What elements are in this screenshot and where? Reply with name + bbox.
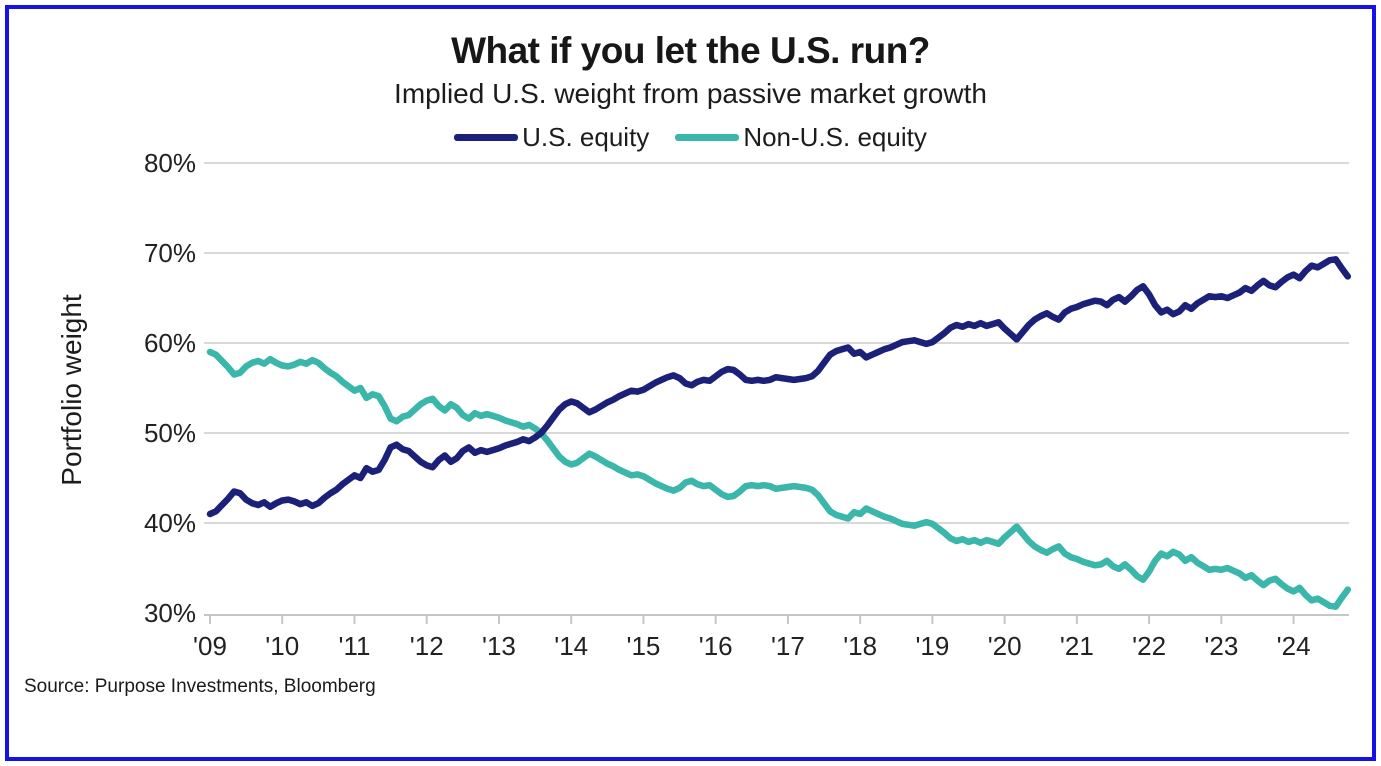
non-us-equity-line-swatch <box>675 134 740 141</box>
x-tick-label: '11 <box>338 631 370 661</box>
x-tick-label: '22 <box>1132 631 1166 661</box>
x-tick-label: '18 <box>843 631 877 661</box>
y-tick-label: 50% <box>144 418 196 448</box>
x-tick-label: '09 <box>193 631 227 661</box>
x-tick-label: '14 <box>554 631 588 661</box>
x-tick-label: '19 <box>915 631 949 661</box>
y-tick-label: 40% <box>144 508 196 538</box>
chart-subtitle: Implied U.S. weight from passive market … <box>394 78 987 109</box>
non-us-equity-line <box>206 348 1352 610</box>
legend-label-us-equity: U.S. equity <box>522 122 650 152</box>
y-axis-title: Portfolio weight <box>56 294 87 486</box>
y-tick-label: 70% <box>144 238 196 268</box>
x-tick-label: '23 <box>1204 631 1238 661</box>
y-tick-label: 30% <box>144 598 196 628</box>
us-equity-line <box>206 256 1352 518</box>
x-tick-label: '10 <box>265 631 299 661</box>
x-tick-label: '16 <box>699 631 733 661</box>
legend-item-us-equity: U.S. equity <box>454 122 649 153</box>
chart-legend: U.S. equity Non-U.S. equity <box>0 122 1381 153</box>
source-note: Source: Purpose Investments, Bloomberg <box>24 676 376 697</box>
legend-item-non-us-equity: Non-U.S. equity <box>675 122 927 153</box>
x-tick-label: '12 <box>410 631 444 661</box>
x-tick-label: '13 <box>482 631 516 661</box>
x-tick-label: '17 <box>771 631 805 661</box>
x-tick-label: '15 <box>626 631 660 661</box>
y-tick-label: 80% <box>144 148 196 178</box>
us-equity-line-swatch <box>454 134 519 141</box>
y-tick-label: 60% <box>144 328 196 358</box>
x-tick-label: '24 <box>1277 631 1311 661</box>
x-tick-label: '21 <box>1060 631 1094 661</box>
chart-title: What if you let the U.S. run? <box>451 30 930 71</box>
legend-label-non-us-equity: Non-U.S. equity <box>743 122 927 152</box>
x-tick-label: '20 <box>988 631 1022 661</box>
